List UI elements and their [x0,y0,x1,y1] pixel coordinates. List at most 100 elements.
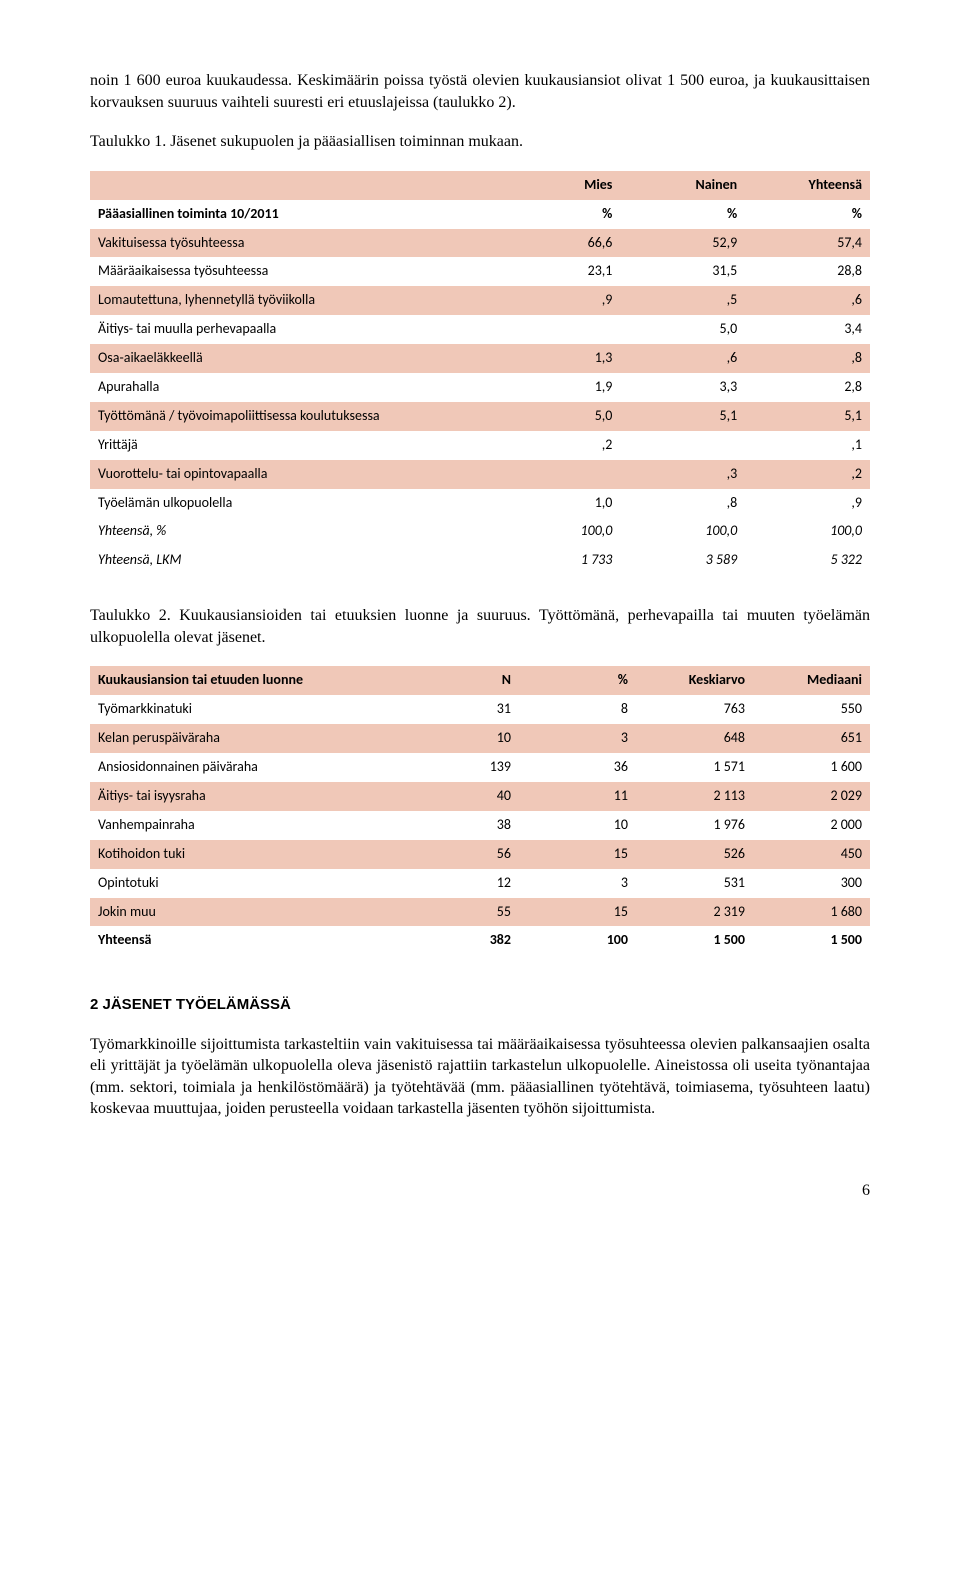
cell: Vakituisessa työsuhteessa [90,229,496,258]
cell: 40 [402,782,519,811]
cell: Lomautettuna, lyhennetyllä työviikolla [90,286,496,315]
cell: Yrittäjä [90,431,496,460]
table-total-row: Yhteensä, %100,0100,0100,0 [90,517,870,546]
cell: 57,4 [745,229,870,258]
t1-h0 [90,171,496,200]
cell: 2 000 [753,811,870,840]
t1-sub2: % [620,200,745,229]
t2-h3: Keskiarvo [636,666,753,695]
table-row: Jokin muu55152 3191 680 [90,898,870,927]
cell: 5,0 [620,315,745,344]
t1-sub1: % [496,200,621,229]
cell: 100,0 [496,517,621,546]
t2-total-4: 1 500 [753,926,870,955]
table1-caption: Taulukko 1. Jäsenet sukupuolen ja pääasi… [90,131,870,153]
cell: 1 680 [753,898,870,927]
cell: 56 [402,840,519,869]
cell: Yhteensä, LKM [90,546,496,575]
cell: ,9 [496,286,621,315]
cell: 38 [402,811,519,840]
t2-total-0: Yhteensä [90,926,402,955]
t2-total-1: 382 [402,926,519,955]
cell: ,8 [620,489,745,518]
cell: 11 [519,782,636,811]
cell: 3 [519,869,636,898]
cell: 3 589 [620,546,745,575]
cell: 651 [753,724,870,753]
cell: 12 [402,869,519,898]
table-2: Kuukausiansion tai etuuden luonne N % Ke… [90,666,870,955]
cell: 450 [753,840,870,869]
cell: 526 [636,840,753,869]
t2-total-3: 1 500 [636,926,753,955]
page-number: 6 [90,1180,870,1202]
table-row: Opintotuki123531300 [90,869,870,898]
cell: ,6 [620,344,745,373]
cell: 5 322 [745,546,870,575]
table-row: Kotihoidon tuki5615526450 [90,840,870,869]
cell: 1,0 [496,489,621,518]
cell [496,460,621,489]
cell: 10 [519,811,636,840]
cell: 5,1 [620,402,745,431]
cell: Työttömänä / työvoimapoliittisessa koulu… [90,402,496,431]
t1-h1: Mies [496,171,621,200]
cell: 2 029 [753,782,870,811]
cell: ,8 [745,344,870,373]
table-row: Äitiys- tai isyysraha40112 1132 029 [90,782,870,811]
table2-caption: Taulukko 2. Kuukausiansioiden tai etuuks… [90,605,870,648]
cell: ,2 [745,460,870,489]
cell: 1 600 [753,753,870,782]
cell: 3 [519,724,636,753]
cell: 648 [636,724,753,753]
cell: Yhteensä, % [90,517,496,546]
cell: 300 [753,869,870,898]
cell: 8 [519,695,636,724]
t1-sub0: Pääasiallinen toiminta 10/2011 [90,200,496,229]
cell: Osa-aikaeläkkeellä [90,344,496,373]
cell: 55 [402,898,519,927]
cell: 100,0 [745,517,870,546]
table-row: Määräaikaisessa työsuhteessa23,131,528,8 [90,257,870,286]
cell: 3,3 [620,373,745,402]
cell: 5,1 [745,402,870,431]
cell [496,315,621,344]
table-row: Apurahalla1,93,32,8 [90,373,870,402]
cell: Kelan peruspäiväraha [90,724,402,753]
cell: 139 [402,753,519,782]
cell: 28,8 [745,257,870,286]
cell: Äitiys- tai isyysraha [90,782,402,811]
cell: Opintotuki [90,869,402,898]
table-row: Kelan peruspäiväraha103648651 [90,724,870,753]
cell: Apurahalla [90,373,496,402]
cell: Määräaikaisessa työsuhteessa [90,257,496,286]
table-row: Osa-aikaeläkkeellä1,3,6,8 [90,344,870,373]
cell: Kotihoidon tuki [90,840,402,869]
cell: 36 [519,753,636,782]
cell: 763 [636,695,753,724]
cell: Ansiosidonnainen päiväraha [90,753,402,782]
cell: 66,6 [496,229,621,258]
cell: 1 733 [496,546,621,575]
table-row: Työelämän ulkopuolella1,0,8,9 [90,489,870,518]
cell: 15 [519,898,636,927]
t2-h4: Mediaani [753,666,870,695]
t1-h3: Yhteensä [745,171,870,200]
cell: ,1 [745,431,870,460]
cell: 15 [519,840,636,869]
t2-h2: % [519,666,636,695]
cell: 1,3 [496,344,621,373]
cell: 1 571 [636,753,753,782]
table-total-row: Yhteensä, LKM1 7333 5895 322 [90,546,870,575]
cell: ,3 [620,460,745,489]
cell: 2 113 [636,782,753,811]
cell: 10 [402,724,519,753]
table-1: Mies Nainen Yhteensä Pääasiallinen toimi… [90,171,870,575]
t2-total-2: 100 [519,926,636,955]
table-row: Vuorottelu- tai opintovapaalla,3,2 [90,460,870,489]
table-row: Yrittäjä,2,1 [90,431,870,460]
cell: ,6 [745,286,870,315]
cell: Jokin muu [90,898,402,927]
table-row: Vakituisessa työsuhteessa66,652,957,4 [90,229,870,258]
table-row: Ansiosidonnainen päiväraha139361 5711 60… [90,753,870,782]
